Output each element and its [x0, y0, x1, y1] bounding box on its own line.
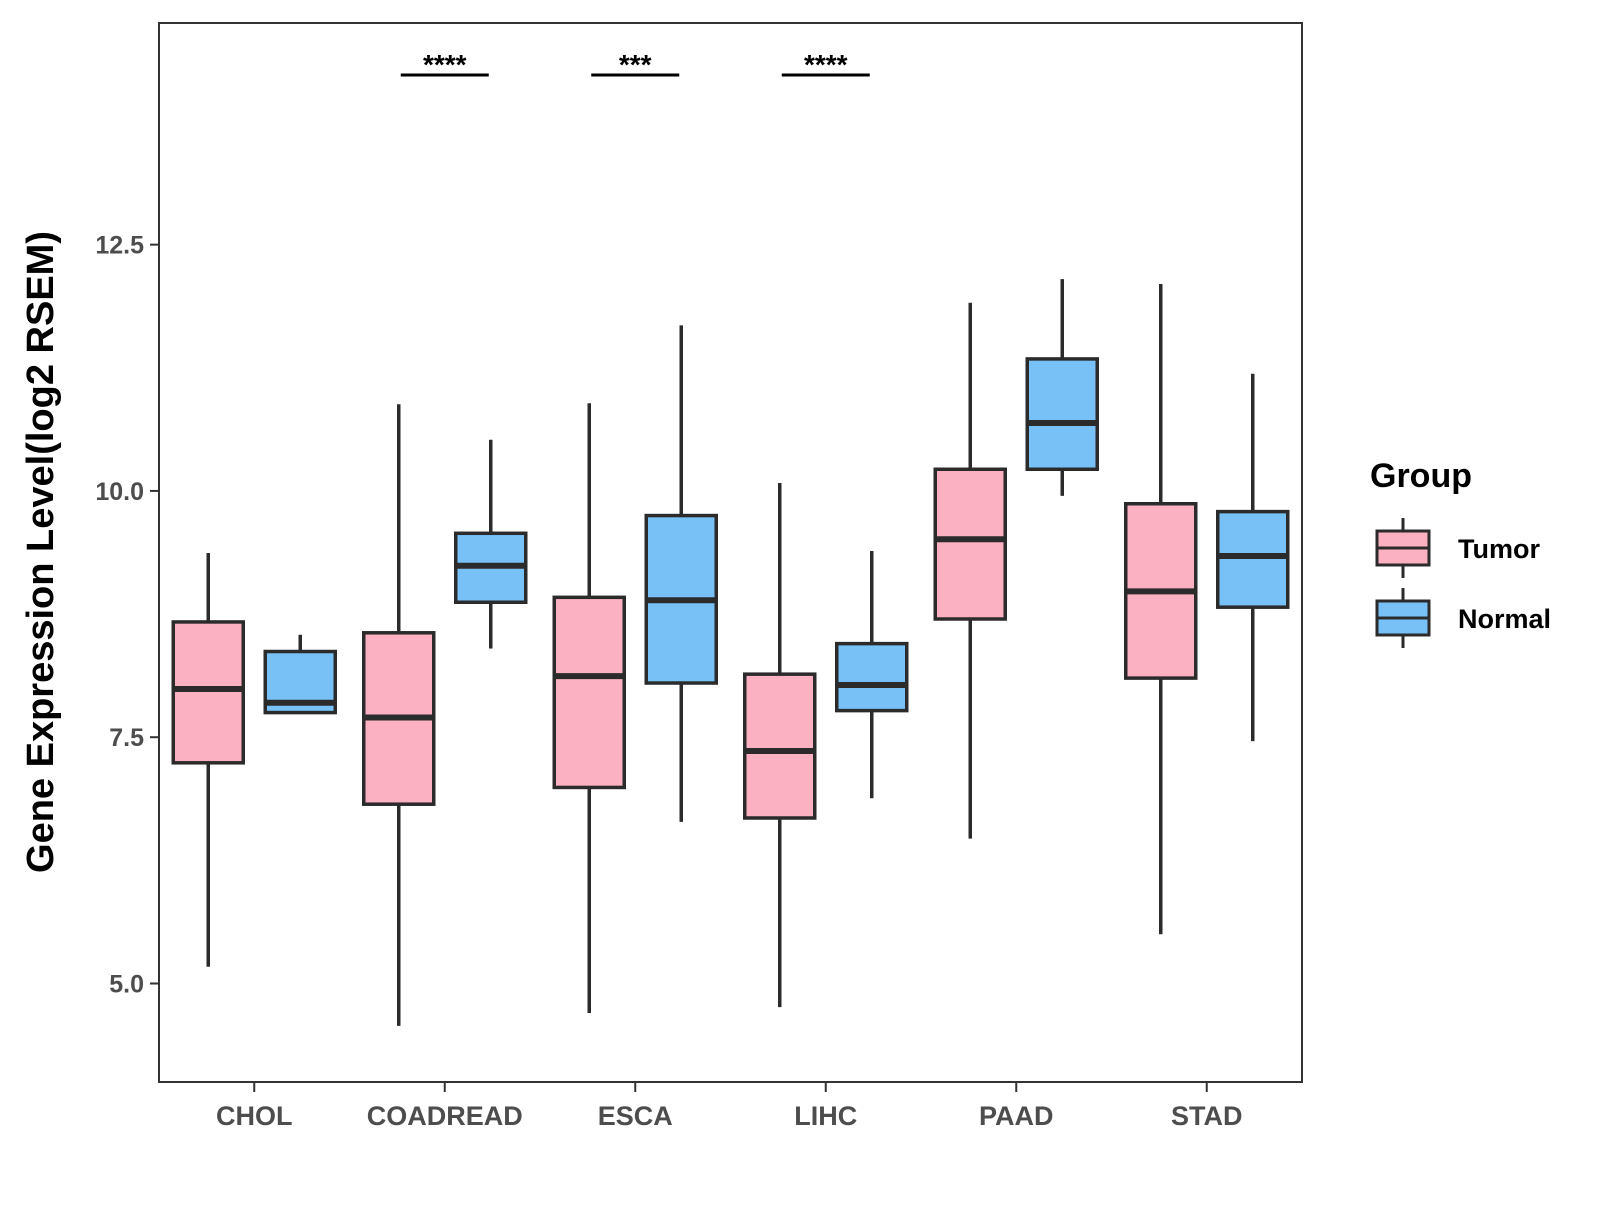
legend-label: Tumor: [1458, 534, 1540, 564]
box-normal-lihc: [835, 551, 909, 799]
significance-label: ***: [619, 49, 652, 80]
x-tick-label: COADREAD: [367, 1101, 523, 1131]
box-normal-chol: [263, 634, 337, 715]
x-tick-label: PAAD: [979, 1101, 1054, 1131]
box-iqr: [1216, 509, 1290, 609]
legend: Group Tumor Normal: [1370, 457, 1551, 648]
box-iqr: [552, 595, 626, 790]
x-tick-label: STAD: [1171, 1101, 1243, 1131]
y-tick-label: 12.5: [95, 232, 144, 260]
significance-label: ****: [804, 49, 848, 80]
legend-label: Normal: [1458, 604, 1551, 634]
x-tick-label: CHOL: [216, 1101, 293, 1131]
y-axis: 5.0 7.5 10.0 12.5: [95, 232, 159, 998]
y-axis-title: Gene Expression Level(log2 RSEM): [20, 231, 62, 873]
box-tumor-paad: [933, 302, 1007, 839]
box-normal-paad: [1025, 279, 1099, 496]
box-normal-coadread: [454, 439, 528, 649]
box-iqr: [171, 620, 245, 765]
box-tumor-chol: [171, 552, 245, 967]
box-iqr: [933, 467, 1007, 621]
y-tick-label: 5.0: [109, 970, 144, 998]
legend-title: Group: [1370, 457, 1472, 495]
box-normal-stad: [1216, 373, 1290, 742]
y-tick-label: 10.0: [95, 478, 144, 506]
significance-label: ****: [423, 49, 467, 80]
box-tumor-lihc: [743, 483, 817, 1008]
box-iqr: [835, 641, 909, 713]
box-tumor-coadread: [362, 404, 436, 1026]
x-tick-label: ESCA: [598, 1101, 673, 1131]
box-tumor-esca: [552, 403, 626, 1014]
box-iqr: [743, 672, 817, 820]
plot-panel: [158, 22, 1303, 1083]
x-tick-label: LIHC: [794, 1101, 857, 1131]
box-iqr: [1025, 357, 1099, 472]
legend-item-normal: Normal: [1375, 588, 1551, 648]
box-tumor-stad: [1124, 284, 1198, 935]
y-tick-label: 7.5: [109, 724, 144, 752]
box-normal-esca: [644, 325, 718, 822]
boxes: [171, 279, 1290, 1026]
x-axis: CHOL COADREAD ESCA LIHC PAAD STAD: [216, 1082, 1243, 1131]
legend-item-tumor: Tumor: [1375, 518, 1540, 578]
significance-markers: **** *** ****: [400, 49, 870, 80]
